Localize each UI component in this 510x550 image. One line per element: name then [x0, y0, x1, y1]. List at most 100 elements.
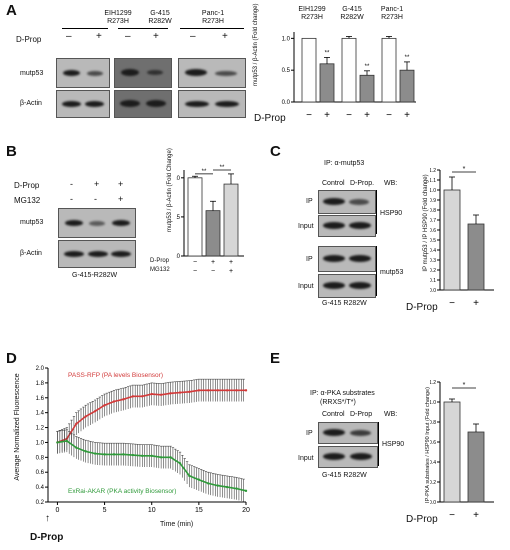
data-point [235, 389, 238, 392]
row-label-mutp53: mutp53 [20, 70, 44, 77]
target-mutp53: mutp53 [380, 269, 404, 276]
band [62, 101, 81, 107]
data-point [131, 453, 135, 457]
band [147, 70, 163, 75]
sign-plus: + [96, 31, 102, 42]
blot-ip-hsp90 [318, 190, 376, 214]
lane-sign: + [118, 194, 124, 204]
bar [301, 37, 317, 103]
bar [467, 223, 485, 291]
panel-label-c: C [270, 143, 281, 160]
data-point [207, 482, 210, 485]
x-sign: + [473, 298, 479, 309]
y-tick-label: 1.6 [36, 396, 45, 402]
col-control: Control [322, 180, 345, 187]
legend-red: PASS-RFP (PA levels Biosensor) [68, 372, 164, 379]
band [349, 222, 371, 229]
y-tick-label: 1.0 [176, 176, 181, 182]
treatment-label: D-Prop [16, 35, 42, 44]
x-sign: + [364, 110, 370, 121]
x-sign: + [229, 259, 233, 266]
blot-ip-e [318, 422, 378, 444]
signif-mark: * [463, 166, 466, 173]
chart-a: 0.0 0.5 1.0 ** ** ** − + − + − + [282, 32, 416, 121]
data-point [188, 474, 191, 478]
bar [399, 69, 415, 103]
x-tick-label: 0 [55, 507, 59, 512]
data-point [112, 453, 116, 456]
data-point [84, 450, 87, 453]
sign-plus: + [222, 31, 228, 42]
x-sign: + [473, 510, 479, 521]
row-ip: IP [306, 430, 313, 437]
y-tick-label: 0.5 [176, 215, 181, 221]
blot-mutp53-a2 [114, 58, 172, 88]
y-tick-label: 0.5 [430, 238, 436, 244]
row-ip-1: IP [306, 198, 313, 205]
band [215, 71, 237, 76]
data-point [216, 484, 219, 487]
blot-mutp53-b [58, 208, 136, 238]
bar [319, 63, 335, 103]
row-input: Input [298, 455, 314, 462]
group-mutation: R282W [340, 14, 364, 21]
y-tick-label: 0.3 [430, 258, 436, 264]
band [64, 251, 84, 257]
chart-e-xlabel: D-Prop [406, 514, 438, 525]
x-sign: + [324, 110, 330, 121]
y-tick-label: 1.0 [430, 400, 436, 406]
divider [62, 28, 108, 29]
cell-line-mutation: R282W [148, 18, 172, 25]
y-tick-label: 0.0 [282, 100, 291, 106]
band [350, 430, 371, 436]
band [87, 71, 103, 76]
data-point [103, 453, 106, 456]
y-tick-label: 1.2 [430, 380, 436, 386]
x-sign: + [404, 110, 410, 121]
lane-sign: - [94, 194, 97, 204]
y-tick-label: 1.8 [36, 381, 45, 387]
bar [381, 37, 397, 103]
y-tick-label: 0.9 [430, 198, 436, 204]
data-point [244, 489, 248, 493]
arrow-up-icon: ↑ [45, 513, 50, 524]
band [323, 255, 345, 262]
x-sign: + [229, 268, 233, 275]
bracket [376, 246, 377, 296]
data-point [75, 422, 78, 426]
data-point [141, 395, 144, 398]
signif-mark: * [463, 382, 466, 389]
x-tick-label: 10 [148, 507, 156, 512]
band [323, 429, 345, 436]
cell-line-name: Panc-1 [201, 10, 225, 17]
bracket [376, 190, 377, 234]
data-point [141, 454, 144, 458]
chart-c: 0.0 0.1 0.2 0.3 0.4 0.5 0.6 0.7 0.8 0.9 1.0 1.1 1.2 *… [430, 166, 494, 309]
chart-b-ylabel: mutp53 / β-Actin (Fold Change) [167, 148, 173, 232]
signif-mark: ** [365, 64, 370, 70]
row-label-mutp53: mutp53 [20, 219, 44, 226]
cell-line-mutation: R273H [107, 18, 129, 25]
band [120, 100, 140, 107]
signif-mark: ** [202, 169, 207, 175]
data-point [244, 389, 248, 392]
bar [341, 37, 357, 103]
data-point [150, 392, 153, 396]
treatment-label-1: D-Prop [14, 181, 40, 190]
data-point [75, 446, 78, 449]
x-sign: − [211, 268, 215, 275]
data-point [216, 389, 219, 392]
blot-input-e [318, 446, 378, 468]
sign-minus: – [66, 31, 72, 42]
group-mutation: R273H [381, 14, 403, 21]
data-point [159, 456, 163, 459]
data-point [122, 453, 125, 456]
y-tick-label: 0.8 [430, 208, 436, 214]
blot-actin-b [58, 240, 136, 268]
data-point [225, 485, 229, 489]
row-label-actin: β-Actin [20, 100, 42, 107]
divider [118, 28, 168, 29]
y-tick-label: 0.0 [430, 500, 436, 506]
band [121, 69, 139, 76]
chart-a-group-1: EIH1299 R273H [292, 6, 332, 22]
